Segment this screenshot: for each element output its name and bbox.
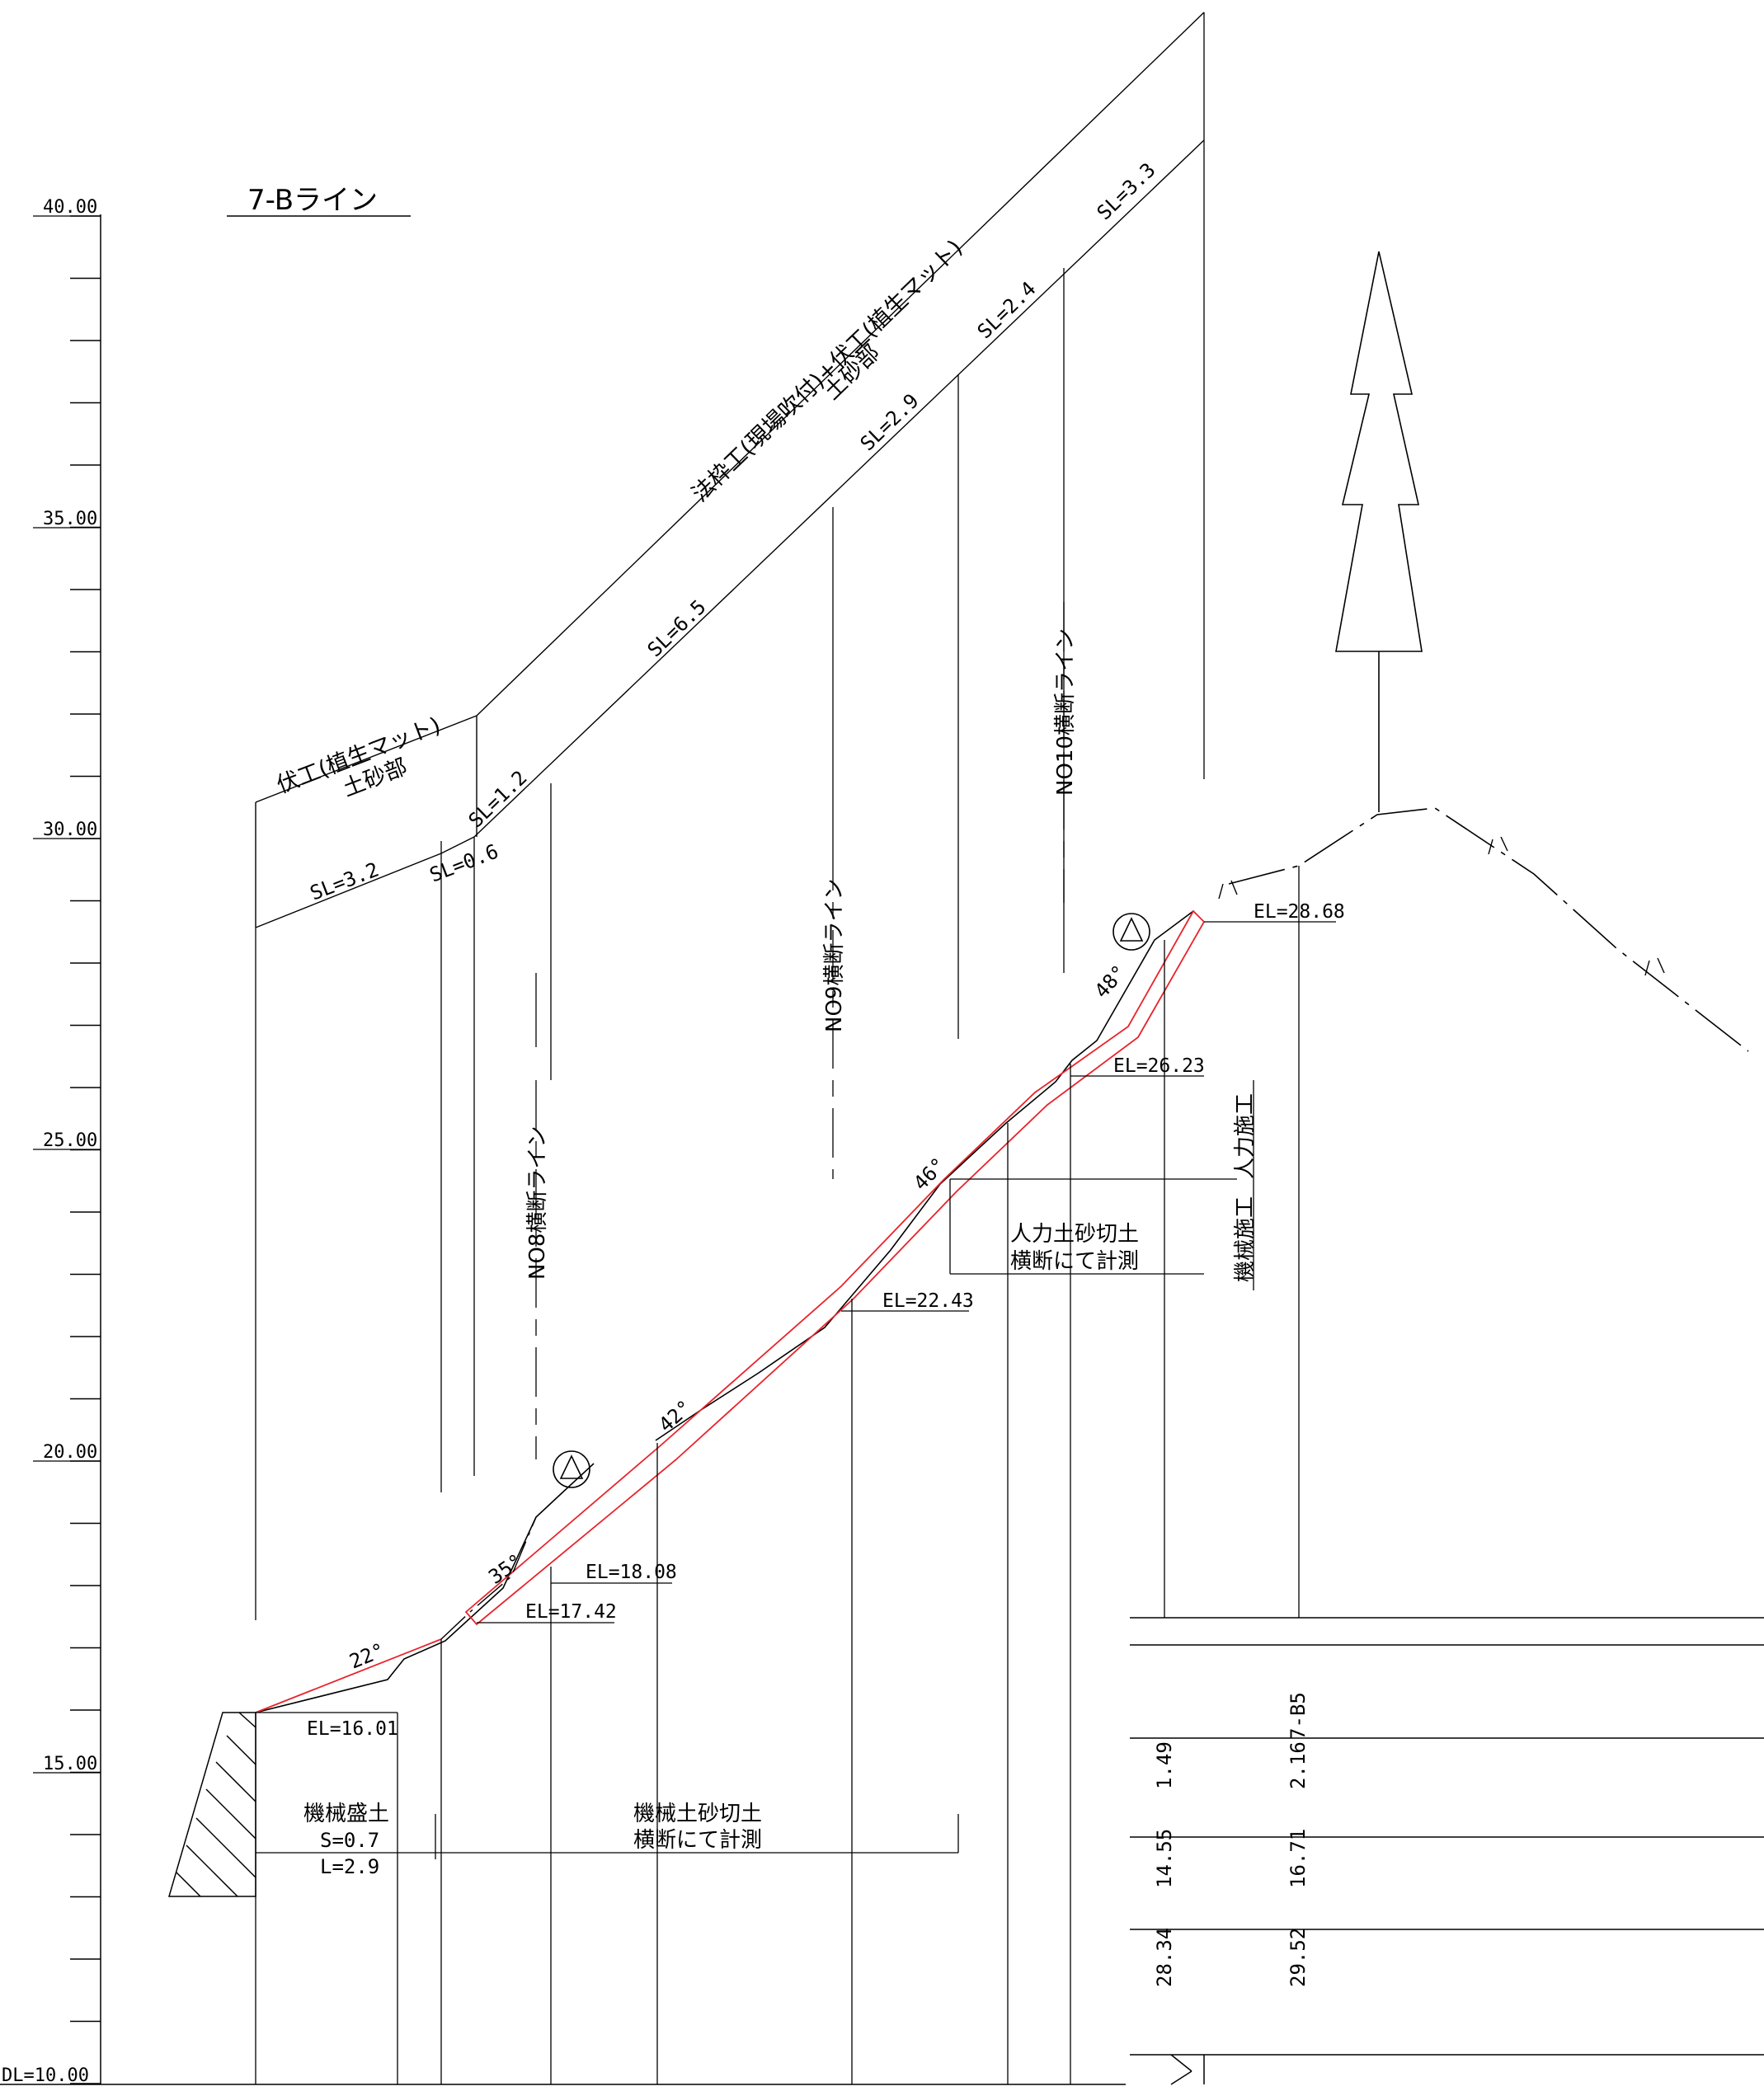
note-kikai-cut-1: 機械土砂切土 [633,1802,762,1826]
table-col1-row3: 28.34 [1153,1928,1176,1987]
angle-46: 46° [909,1154,950,1196]
table-col1-row2: 14.55 [1153,1829,1176,1888]
axis-label-datum: DL=10.00 [2,2065,89,2086]
table-col1-row1: 1.49 [1153,1741,1176,1789]
note-jinryoku-cut-1: 人力土砂切土 [1010,1222,1139,1247]
no10-label: NO10横断ライン [1053,628,1078,796]
station-lines [255,12,1300,2084]
el-label-17-42: EL=17.42 [525,1601,617,1623]
axis-label-25: 25.00 [43,1130,97,1151]
data-table-lines [1130,1617,1764,2085]
table-name: 7-B5 [1287,1692,1310,1740]
drawing-title: 7-Bライン [247,184,378,217]
sl-label-2-9: SL=2.9 [856,389,924,455]
el-label-16-01: EL=16.01 [307,1718,398,1740]
survey-marks [553,913,1150,1488]
table-col2-row3: 29.52 [1287,1928,1310,1987]
note-kikai-fill-3: L=2.9 [320,1855,379,1878]
retaining-wall [168,1712,256,1897]
design-slope [255,909,1206,1713]
angle-22: 22° [346,1638,388,1673]
note-kikai-cut-2: 横断にて計測 [633,1828,762,1853]
sl-label-2-4: SL=2.4 [973,277,1041,343]
sl-label-3-2: SL=3.2 [307,858,382,905]
el-label-26-23: EL=26.23 [1113,1055,1205,1077]
existing-ground [255,807,1749,1713]
axis-label-35: 35.00 [43,509,97,529]
note-jinryoku-sekou: 人力施工 [1233,1093,1258,1179]
note-jinryoku-cut-2: 横断にて計測 [1010,1249,1139,1274]
no8-label: NO8横断ライン [525,1126,550,1280]
sl-label-1-2: SL=1.2 [464,766,532,832]
axis-label-30: 30.00 [43,820,97,840]
el-label-22-43: EL=22.43 [882,1290,974,1312]
angle-42: 42° [654,1396,696,1437]
dimension-lines [255,12,1205,928]
no9-label: NO9横断ライン [822,879,847,1032]
note-kikai-sekou: 機械施工 [1233,1196,1258,1282]
table-col2-row2: 16.71 [1287,1829,1310,1888]
axis-label-40: 40.00 [43,197,97,218]
grass-marks [1218,836,1665,976]
el-label-28-68: EL=28.68 [1254,901,1345,923]
axis-label-15: 15.00 [43,1754,97,1774]
tree-icon [1335,251,1423,812]
el-label-18-08: EL=18.08 [586,1562,677,1583]
axis-label-20: 20.00 [43,1442,97,1463]
main-works-label: 法枠工(現場吹付)+伏工(植生マット) [687,235,967,507]
sl-label-0-6: SL=0.6 [426,839,501,886]
angle-48: 48° [1090,961,1131,1003]
sl-label-6-5: SL=6.5 [643,595,711,661]
note-kikai-fill-1: 機械盛土 [303,1802,389,1826]
note-kikai-fill-2: S=0.7 [320,1829,379,1852]
slope-guide [440,1516,537,1640]
table-col2-row1: 2.16 [1287,1741,1310,1789]
axis-labels: 40.00 35.00 30.00 25.00 20.00 15.00 DL=1… [2,197,97,2086]
